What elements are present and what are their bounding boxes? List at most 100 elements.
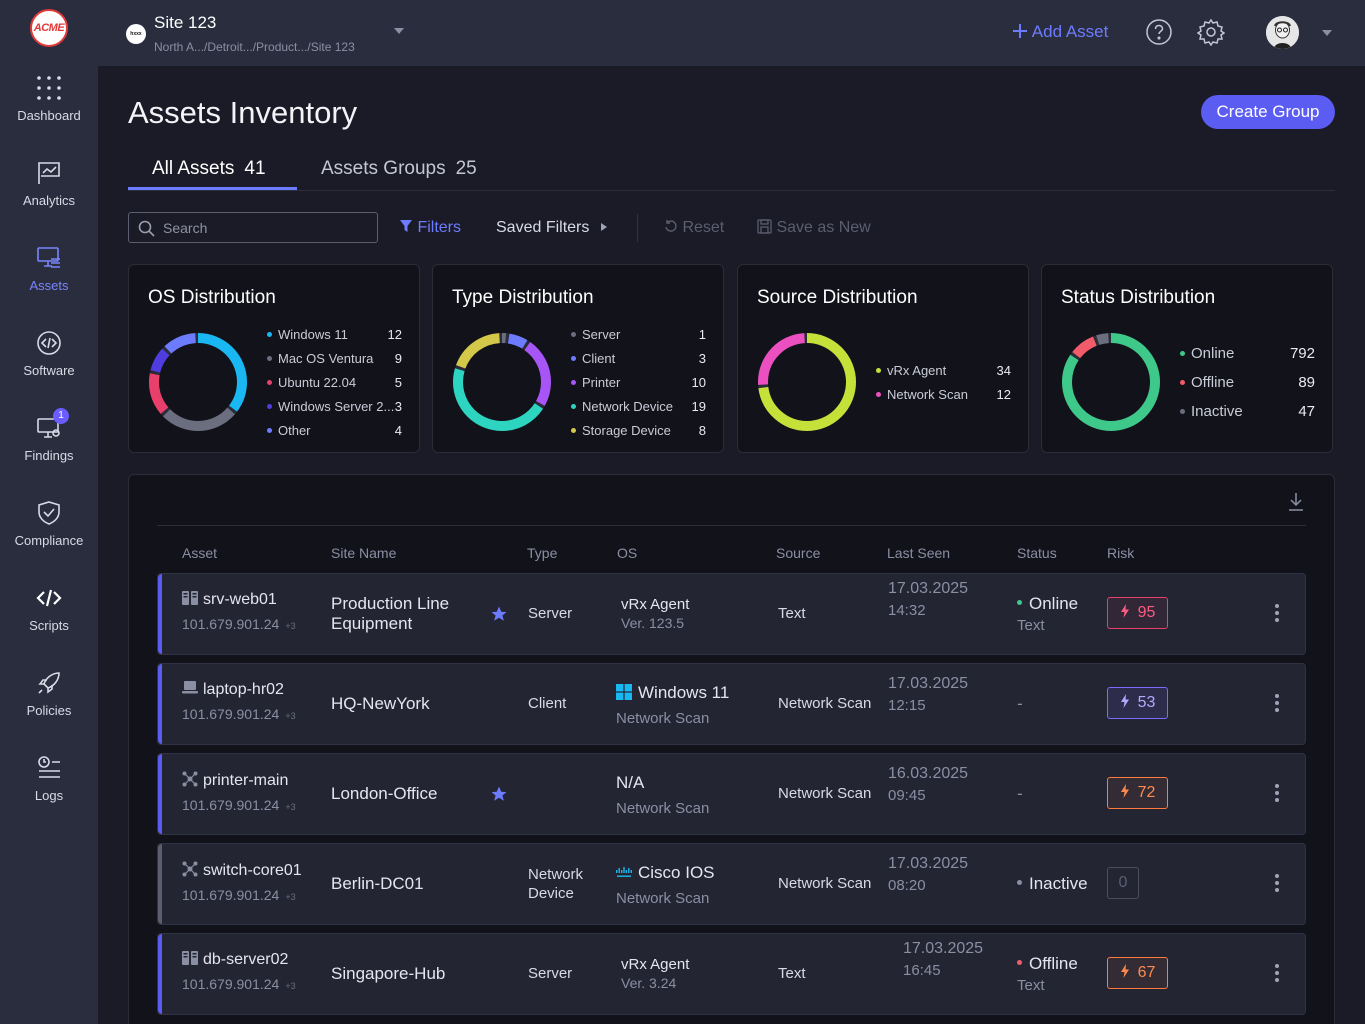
favorite-star[interactable] [490, 605, 508, 628]
asset-cell[interactable]: laptop-hr02 101.679.901.24 +3 [182, 681, 296, 722]
site-name[interactable]: HQ-NewYork [331, 694, 430, 713]
favorite-star[interactable] [490, 785, 508, 808]
table-row[interactable]: printer-main 101.679.901.24 +3 London-Offic… [157, 753, 1306, 835]
column-header-last-seen[interactable]: Last Seen [887, 545, 951, 561]
gear-icon[interactable] [1197, 18, 1225, 46]
create-group-button[interactable]: Create Group [1201, 95, 1335, 129]
kebab-menu-icon[interactable] [1275, 964, 1279, 985]
kebab-menu-icon[interactable] [1275, 604, 1279, 625]
legend-item[interactable]: Online [1180, 345, 1234, 362]
legend-item[interactable]: Ubuntu 22.04 [267, 375, 356, 390]
risk-badge[interactable]: 67 [1107, 957, 1168, 989]
legend-item[interactable]: Storage Device [571, 423, 671, 438]
avatar[interactable] [1266, 16, 1299, 49]
search-input[interactable] [163, 213, 363, 242]
tab-all-assets[interactable]: All Assets 41 [152, 158, 266, 180]
help-icon[interactable] [1145, 18, 1173, 46]
donut-slice-printer[interactable] [453, 333, 551, 431]
table-row[interactable]: switch-core01 101.679.901.24 +3 Berlin-DC01… [157, 843, 1306, 925]
column-header-risk[interactable]: Risk [1107, 545, 1135, 561]
sidebar-item-dashboard[interactable]: Dashboard [0, 74, 98, 123]
legend-item[interactable]: Windows 11 [267, 327, 348, 342]
ip-more[interactable]: +3 [285, 981, 296, 991]
asset-cell[interactable]: printer-main 101.679.901.24 +3 [182, 771, 296, 813]
site-title[interactable]: Site 123 [154, 13, 217, 32]
asset-name[interactable]: db-server02 [182, 951, 296, 969]
sidebar-item-compliance[interactable]: Compliance [0, 499, 98, 548]
legend-item[interactable]: Network Scan [876, 387, 968, 402]
legend-item[interactable]: Printer [571, 375, 620, 390]
sidebar-item-assets[interactable]: Assets [0, 244, 98, 293]
asset-cell[interactable]: switch-core01 101.679.901.24 +3 [182, 861, 302, 903]
chevron-down-icon[interactable] [394, 28, 404, 34]
table-row[interactable]: db-server02 101.679.901.24 +3 Singapore-Hub… [157, 933, 1306, 1015]
risk-badge[interactable]: 72 [1107, 777, 1168, 809]
sidebar-item-software[interactable]: Software [0, 329, 98, 378]
filters-button[interactable]: Filters [399, 219, 461, 237]
saved-filters-button[interactable]: Saved Filters [496, 219, 608, 237]
asset-ip-text: 101.679.901.24 [182, 616, 280, 632]
asset-cell[interactable]: db-server02 101.679.901.24 +3 [182, 951, 296, 992]
add-asset-button[interactable]: Add Asset [1012, 22, 1108, 42]
legend-item[interactable]: Offline [1180, 374, 1234, 391]
column-header-os[interactable]: OS [617, 545, 638, 561]
kebab-menu-icon[interactable] [1275, 694, 1279, 715]
legend-item[interactable]: Inactive [1180, 403, 1243, 420]
star-icon[interactable] [490, 605, 508, 623]
risk-badge[interactable]: 0 [1107, 867, 1139, 899]
sidebar-item-analytics[interactable]: Analytics [0, 159, 98, 208]
legend-item[interactable]: Other [267, 423, 311, 438]
download-icon[interactable] [1287, 492, 1305, 512]
donut-slice-network-device[interactable] [453, 333, 551, 431]
acme-logo[interactable]: ACME [30, 9, 68, 47]
sidebar-item-policies[interactable]: Policies [0, 669, 98, 718]
asset-name[interactable]: srv-web01 [182, 591, 296, 609]
asset-cell[interactable]: srv-web01 101.679.901.24 +3 [182, 591, 296, 632]
donut-slice-windows-11[interactable] [149, 333, 247, 431]
asset-name[interactable]: laptop-hr02 [182, 681, 296, 699]
last-seen-cell: 17.03.2025 08:20 [888, 855, 968, 894]
column-header-site-name[interactable]: Site Name [331, 545, 397, 561]
table-row[interactable]: laptop-hr02 101.679.901.24 +3 HQ-NewYork Cli… [157, 663, 1306, 745]
breadcrumb[interactable]: North A.../Detroit.../Product.../Site 12… [154, 40, 355, 54]
kebab-menu-icon[interactable] [1275, 784, 1279, 805]
column-header-source[interactable]: Source [776, 545, 821, 561]
risk-badge[interactable]: 53 [1107, 687, 1168, 719]
kebab-menu-icon[interactable] [1275, 874, 1279, 895]
ip-more[interactable]: +3 [285, 621, 296, 631]
risk-badge[interactable]: 95 [1107, 597, 1168, 629]
tab-assets-groups[interactable]: Assets Groups 25 [321, 158, 477, 180]
donut-slice-ubuntu-22-04[interactable] [149, 333, 247, 431]
donut-slice-server[interactable] [453, 333, 551, 431]
column-header-type[interactable]: Type [527, 545, 558, 561]
site-name[interactable]: Berlin-DC01 [331, 874, 424, 893]
donut-slice-network-scan[interactable] [758, 333, 856, 431]
legend-item[interactable]: Mac OS Ventura [267, 351, 373, 366]
site-name[interactable]: London-Office [331, 784, 438, 803]
legend-item[interactable]: Network Device [571, 399, 673, 414]
sidebar-item-findings[interactable]: 1 Findings [0, 408, 98, 463]
star-icon[interactable] [490, 785, 508, 803]
legend-item[interactable]: Server [571, 327, 620, 342]
site-name[interactable]: Singapore-Hub [331, 964, 446, 983]
donut-slice-vrx-agent[interactable] [758, 333, 856, 431]
legend-item[interactable]: Windows Server 2... [267, 399, 394, 414]
column-header-status[interactable]: Status [1017, 545, 1057, 561]
chevron-down-icon[interactable] [1322, 30, 1332, 36]
column-header-asset[interactable]: Asset [182, 545, 218, 561]
sidebar-item-scripts[interactable]: Scripts [0, 584, 98, 633]
asset-name[interactable]: switch-core01 [182, 861, 302, 880]
donut-slice-online[interactable] [1062, 333, 1160, 431]
ip-more[interactable]: +3 [285, 711, 296, 721]
asset-name[interactable]: printer-main [182, 771, 296, 790]
sidebar-item-logs[interactable]: Logs [0, 754, 98, 803]
ip-more[interactable]: +3 [285, 802, 296, 812]
ip-more[interactable]: +3 [285, 892, 296, 902]
legend-item[interactable]: vRx Agent [876, 363, 946, 378]
table-row[interactable]: srv-web01 101.679.901.24 +3 Production Line… [157, 573, 1306, 655]
legend-item[interactable]: Client [571, 351, 615, 366]
site-name[interactable]: Production Line Equipment [331, 594, 450, 633]
reset-button[interactable]: Reset [664, 219, 724, 237]
save-as-new-button[interactable]: Save as New [757, 219, 871, 237]
donut-slice-mac-os-ventura[interactable] [149, 333, 247, 431]
